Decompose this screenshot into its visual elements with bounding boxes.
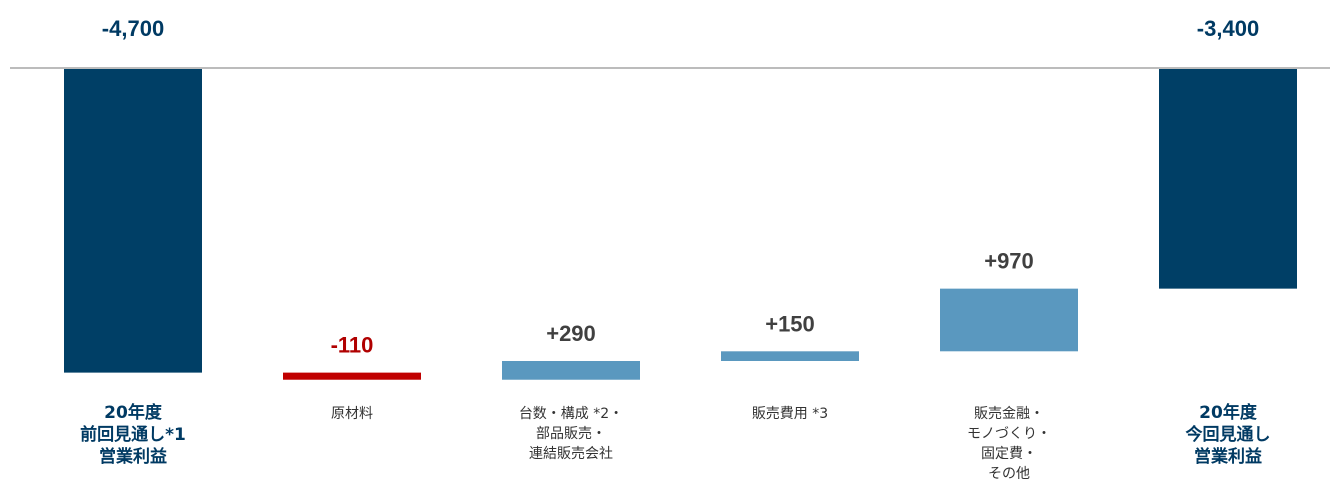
category-label-line: 20年度	[1199, 402, 1258, 423]
category-label-line: 販売金融・	[974, 406, 1044, 422]
category-label-5: 20年度今回見通し営業利益	[1186, 402, 1271, 467]
category-label-line: 固定費・	[981, 446, 1037, 462]
category-label-line: 販売費用 *3	[752, 406, 828, 422]
category-label-0: 20年度前回見通し*1 営業利益	[80, 402, 186, 467]
category-label-line: その他	[988, 466, 1030, 479]
value-label-1: -110	[331, 333, 374, 358]
category-label-line: 営業利益	[1194, 446, 1262, 467]
value-label-4: +970	[984, 249, 1034, 274]
category-label-line: 連結販売会社	[529, 446, 613, 462]
value-label-2: +290	[546, 321, 596, 346]
bar-2	[502, 360, 640, 380]
category-label-line: 20年度	[104, 402, 163, 423]
category-label-line: 前回見通し*1	[80, 424, 186, 445]
category-label-line: 部品販売・	[536, 426, 606, 442]
category-label-line: 営業利益	[99, 446, 167, 467]
bar-5	[1159, 69, 1297, 289]
category-label-line: 今回見通し	[1186, 424, 1271, 445]
category-label-1: 原材料	[331, 406, 373, 422]
bars-layer	[64, 69, 1297, 380]
value-label-5: -3,400	[1197, 16, 1259, 41]
category-label-line: 台数・構成 *2・	[519, 406, 623, 422]
value-label-3: +150	[765, 311, 815, 336]
category-label-4: 販売金融・モノづくり・固定費・その他	[967, 406, 1051, 479]
bar-0	[64, 69, 202, 373]
category-label-line: モノづくり・	[967, 426, 1051, 442]
category-label-line: 原材料	[331, 406, 373, 422]
value-label-0: -4,700	[102, 16, 164, 41]
bar-1	[283, 372, 421, 380]
category-label-2: 台数・構成 *2・部品販売・連結販売会社	[519, 406, 623, 462]
category-label-3: 販売費用 *3	[752, 406, 828, 422]
bar-3	[721, 351, 859, 361]
bar-4	[940, 288, 1078, 352]
